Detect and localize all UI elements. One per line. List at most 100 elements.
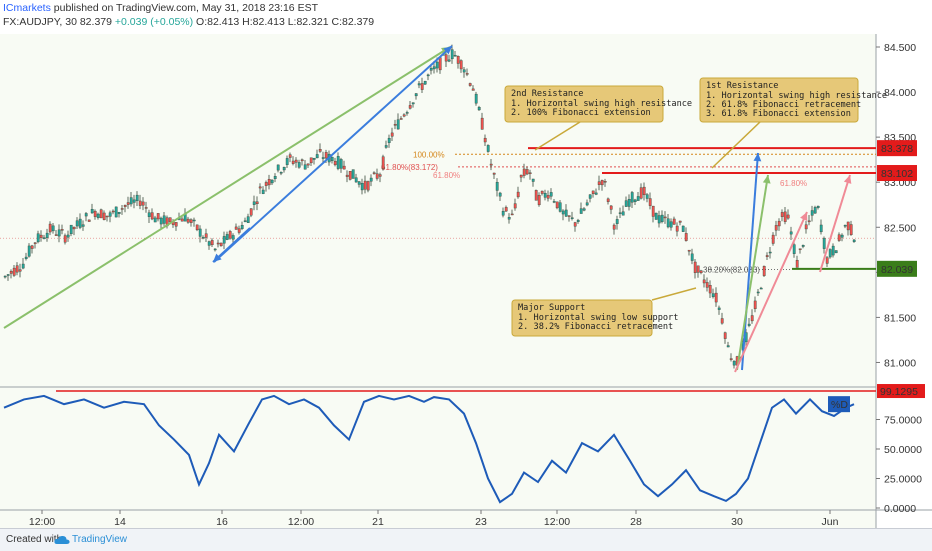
candle-body [525,169,529,175]
candle-body [288,154,292,158]
candle-body [114,206,118,218]
candle-body [306,163,310,166]
candle-body [636,196,640,201]
support-price-tag [877,260,917,277]
candle-body [57,229,61,237]
candle-body [471,88,475,91]
candle-body [600,180,604,186]
candle-body [459,60,463,70]
candle-body [24,256,28,259]
candle-body [351,169,355,179]
candle-body [15,265,19,273]
price-tick-label: 82.500 [884,222,916,234]
candle-body [138,200,142,206]
time-axis[interactable]: 12:00 14 16 12:00 21 23 12:00 28 30 Jun [29,510,839,528]
candle-body [36,233,40,243]
candle-body [501,211,505,216]
candle-body [486,145,490,152]
note-line: 2. 100% Fibonacci extension [511,108,651,118]
candle-body [390,132,394,137]
candle-body [192,219,196,222]
tradingview-brand[interactable]: TradingView [72,534,128,545]
candle-body [126,202,130,205]
candle-body [174,222,178,227]
candle-body [9,271,13,274]
resistance-price-label: 83.378 [881,143,913,155]
candle-body [660,214,664,222]
candle-body [456,56,460,64]
price-axis[interactable]: 84.50084.00083.50083.00082.50082.00081.5… [876,42,917,369]
candle-body [828,249,832,258]
candle-body [18,269,22,272]
candle-body [429,68,433,71]
blue-swing-arrow-head [443,46,452,55]
candle-body [654,212,658,220]
candle-body [531,178,535,182]
time-tick-label: 28 [630,516,642,528]
candle-body [807,220,811,223]
candle-body [12,267,16,276]
candle-body [384,145,388,148]
candle-body [831,245,835,256]
chart-header: ICmarkets published on TradingView.com, … [0,0,932,34]
candle-body [291,160,295,164]
candle-body [330,156,334,161]
candle-body [261,189,265,194]
candle-body [6,274,10,276]
candle-body [78,218,82,228]
note-box [699,77,859,123]
candle-body [642,186,646,196]
publisher-link[interactable]: ICmarkets [3,2,51,14]
note-connector [651,287,697,301]
candle-body [693,261,697,274]
candle-body [552,201,556,203]
note-line: 3. 61.8% Fibonacci extension [706,109,851,119]
candle-body [63,235,67,243]
candle-body [606,198,610,202]
published-text: published on TradingView.com, May 31, 20… [53,2,318,14]
candle-body [318,149,322,152]
candle-body [723,332,727,339]
ohlc-values: O:82.413 H:82.413 L:82.321 C:82.379 [196,16,375,28]
candle-body [588,194,592,199]
candle-body [609,205,613,210]
stoch-tick-label: 50.0000 [884,444,922,456]
candle-body [123,205,127,207]
green-retrace-arrow-head [762,175,771,184]
candle-body [363,180,367,190]
symbol-label[interactable]: FX:AUDJPY, 30 [3,16,77,28]
candle-body [99,209,103,219]
candle-body [168,217,172,223]
candle-body [198,228,202,237]
candle-body [540,190,544,194]
candle-body [81,224,85,227]
candle-body [162,215,166,224]
candle-body [822,238,826,249]
blue-extension-arrow-head [753,153,762,162]
note-connector [534,121,581,151]
tradingview-cloud-icon [54,535,70,544]
candle-body [285,158,289,165]
candle-body [339,159,343,169]
candle-body [276,164,280,171]
candle-body [771,234,775,244]
candle-body [66,234,70,238]
candle-body [105,215,109,218]
candle-body [561,210,565,215]
stoch-tick-label: 75.0000 [884,415,922,427]
candle-body [450,49,454,60]
candle-body [375,173,379,179]
pink-extension-arrow [734,211,808,373]
stoch-tick-label: 25.0000 [884,474,922,486]
reference-lines: 100.00%61.80%(83.172)61.80%61.80%38.20%(… [0,147,876,274]
candle-body [669,221,673,228]
candle-body [426,74,430,77]
candle-body [414,93,418,97]
price-tick-label: 81.000 [884,357,916,369]
note-title: 1st Resistance [706,81,778,91]
candle-body [213,248,217,251]
candle-body [51,225,55,232]
candle-body [159,217,163,225]
candle-body [120,208,124,210]
